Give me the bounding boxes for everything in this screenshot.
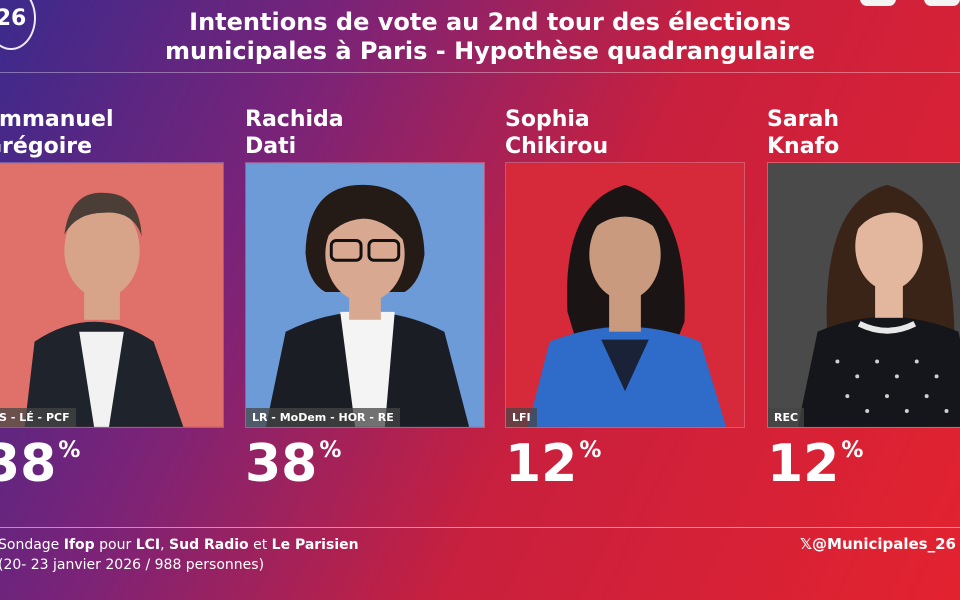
source-pour: pour xyxy=(99,537,132,553)
source-prefix: Sondage xyxy=(0,537,60,553)
candidate-photo: LFI xyxy=(505,162,745,428)
percentage-label: 12% xyxy=(767,434,863,494)
percentage-label: 38% xyxy=(0,434,80,494)
candidate-name: Sarah Knafo xyxy=(767,106,960,162)
candidate-first-name: Sophia xyxy=(505,107,590,132)
party-badge: REC xyxy=(768,408,805,427)
percentage-label: 38% xyxy=(245,434,341,494)
source-et: et xyxy=(253,537,268,553)
party-badge: LFI xyxy=(506,408,537,427)
candidate-last-name: Knafo xyxy=(767,134,840,159)
percentage-value: 12 xyxy=(505,434,578,494)
percentage-value: 38 xyxy=(245,434,318,494)
bottom-divider xyxy=(0,527,960,528)
percentage-value: 38 xyxy=(0,434,57,494)
candidate-name: Sophia Chikirou xyxy=(505,106,745,162)
percent-sign: % xyxy=(579,438,602,463)
corner-decoration xyxy=(860,0,896,6)
candidate-first-name: Sarah xyxy=(767,107,840,132)
candidate-last-name: Chikirou xyxy=(505,134,609,159)
candidate-first-name: Rachida xyxy=(245,107,344,132)
title-line-1: Intentions de vote au 2nd tour des élect… xyxy=(189,8,791,36)
candidate-name: Emmanuel Grégoire xyxy=(0,106,224,162)
candidate-photo: LR - MoDem - HOR - RE xyxy=(245,162,485,428)
percent-sign: % xyxy=(58,438,81,463)
source-lci: LCI xyxy=(135,537,161,553)
source-sudradio: Sud Radio xyxy=(169,537,249,553)
source-note: Sondage Ifop pour LCI, Sud Radio et Le P… xyxy=(0,537,359,573)
candidate-card-dati: Rachida Dati LR - MoDem - HOR - RE 38% xyxy=(245,106,485,494)
percent-sign: % xyxy=(841,438,864,463)
candidate-photo: REC xyxy=(767,162,960,428)
candidate-card-knafo: Sarah Knafo REC 12% xyxy=(767,106,960,494)
title-line-2: municipales à Paris - Hypothèse quadrang… xyxy=(164,37,816,65)
candidate-last-name: Dati xyxy=(245,134,297,159)
candidate-name: Rachida Dati xyxy=(245,106,485,162)
percent-sign: % xyxy=(319,438,342,463)
source-parisien: Le Parisien xyxy=(271,537,359,553)
top-divider xyxy=(0,72,960,73)
candidate-card-chikirou: Sophia Chikirou LFI 12% xyxy=(505,106,745,494)
percentage-label: 12% xyxy=(505,434,601,494)
party-badge: LR - MoDem - HOR - RE xyxy=(246,408,400,427)
portrait-illustration xyxy=(246,163,484,427)
candidate-photo: PS - LÉ - PCF xyxy=(0,162,224,428)
logo-text: 26 xyxy=(0,5,27,31)
portrait-illustration xyxy=(0,163,223,427)
source-pollster: Ifop xyxy=(63,537,95,553)
chart-title: Intentions de vote au 2nd tour des élect… xyxy=(130,8,850,66)
candidate-last-name: Grégoire xyxy=(0,134,93,159)
percentage-value: 12 xyxy=(767,434,840,494)
social-handle[interactable]: 𝕏@Municipales_26 xyxy=(799,535,956,553)
portrait-illustration xyxy=(768,163,960,427)
candidate-card-gregoire: Emmanuel Grégoire PS - LÉ - PCF 38% xyxy=(0,106,224,494)
channel-logo: 26 xyxy=(0,0,36,50)
party-badge: PS - LÉ - PCF xyxy=(0,408,76,427)
source-dates: (20- 23 janvier 2026 / 988 personnes) xyxy=(0,557,265,573)
candidate-first-name: Emmanuel xyxy=(0,107,114,132)
corner-decoration xyxy=(924,0,960,6)
portrait-illustration xyxy=(506,163,744,427)
